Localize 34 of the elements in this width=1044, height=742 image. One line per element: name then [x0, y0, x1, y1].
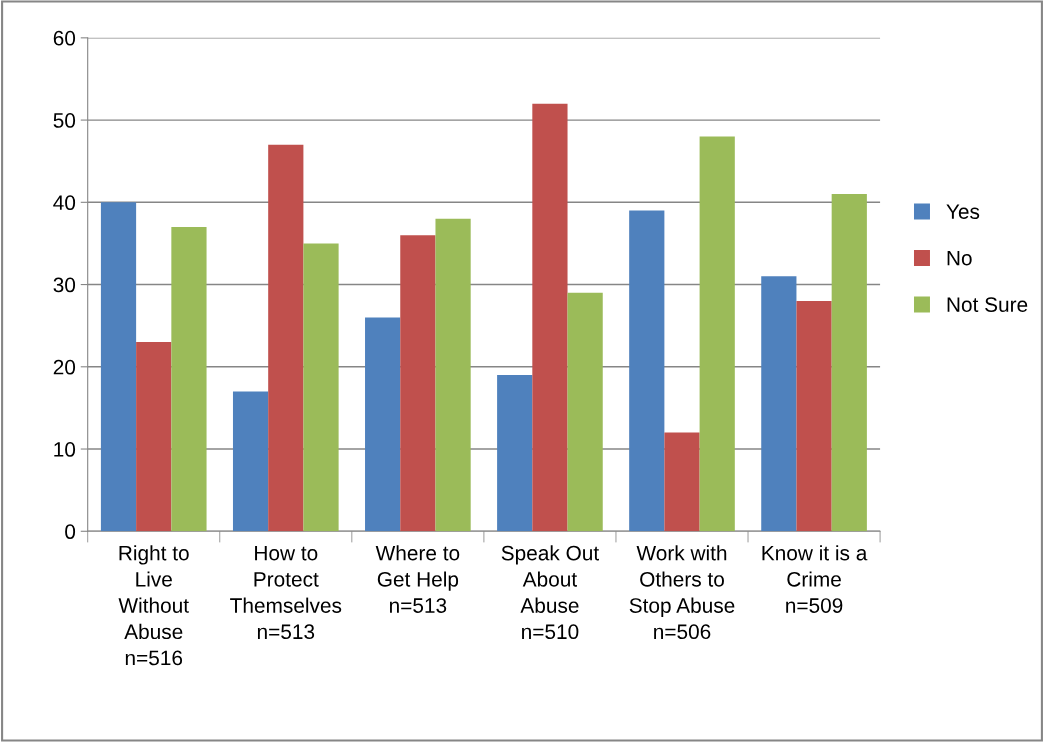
- y-tick-label: 0: [65, 524, 76, 540]
- x-tick-label: How to Protect Themselves n=513: [230, 545, 342, 640]
- y-tick-label: 60: [53, 30, 76, 46]
- y-tick-label: 30: [53, 277, 76, 293]
- y-tick-label: 50: [53, 113, 76, 128]
- y-tick-label: 40: [53, 195, 76, 211]
- bar: [136, 342, 172, 532]
- bar: [171, 226, 207, 532]
- x-tick-label: Where to Get Help n=513: [375, 545, 460, 613]
- bar: [567, 292, 603, 532]
- bar: [268, 144, 304, 532]
- bar: [497, 375, 533, 532]
- bar: [831, 194, 867, 532]
- bar: [699, 136, 735, 532]
- bar: [532, 103, 568, 532]
- bar: [303, 243, 339, 532]
- x-tick-label: Know it is a Crime n=509: [762, 545, 868, 613]
- y-tick-label: 20: [53, 359, 76, 375]
- legend-label: No: [947, 250, 972, 266]
- bar: [400, 235, 436, 532]
- x-tick-label: Right to Live Without Abuse n=516: [118, 545, 189, 666]
- x-tick-label: Speak Out About Abuse n=510: [501, 545, 599, 640]
- y-tick-label: 10: [54, 442, 76, 457]
- legend-label: Not Sure: [947, 297, 1028, 312]
- bar: [435, 218, 471, 532]
- x-tick-label: Work with Others to Stop Abuse n=506: [629, 545, 735, 640]
- bar: [761, 276, 797, 532]
- legend-label: Yes: [946, 204, 980, 219]
- bar: [664, 432, 700, 532]
- bar: [629, 210, 665, 532]
- bar: [365, 317, 401, 532]
- bar: [232, 391, 269, 532]
- bar: [100, 202, 137, 532]
- bar: [796, 301, 832, 532]
